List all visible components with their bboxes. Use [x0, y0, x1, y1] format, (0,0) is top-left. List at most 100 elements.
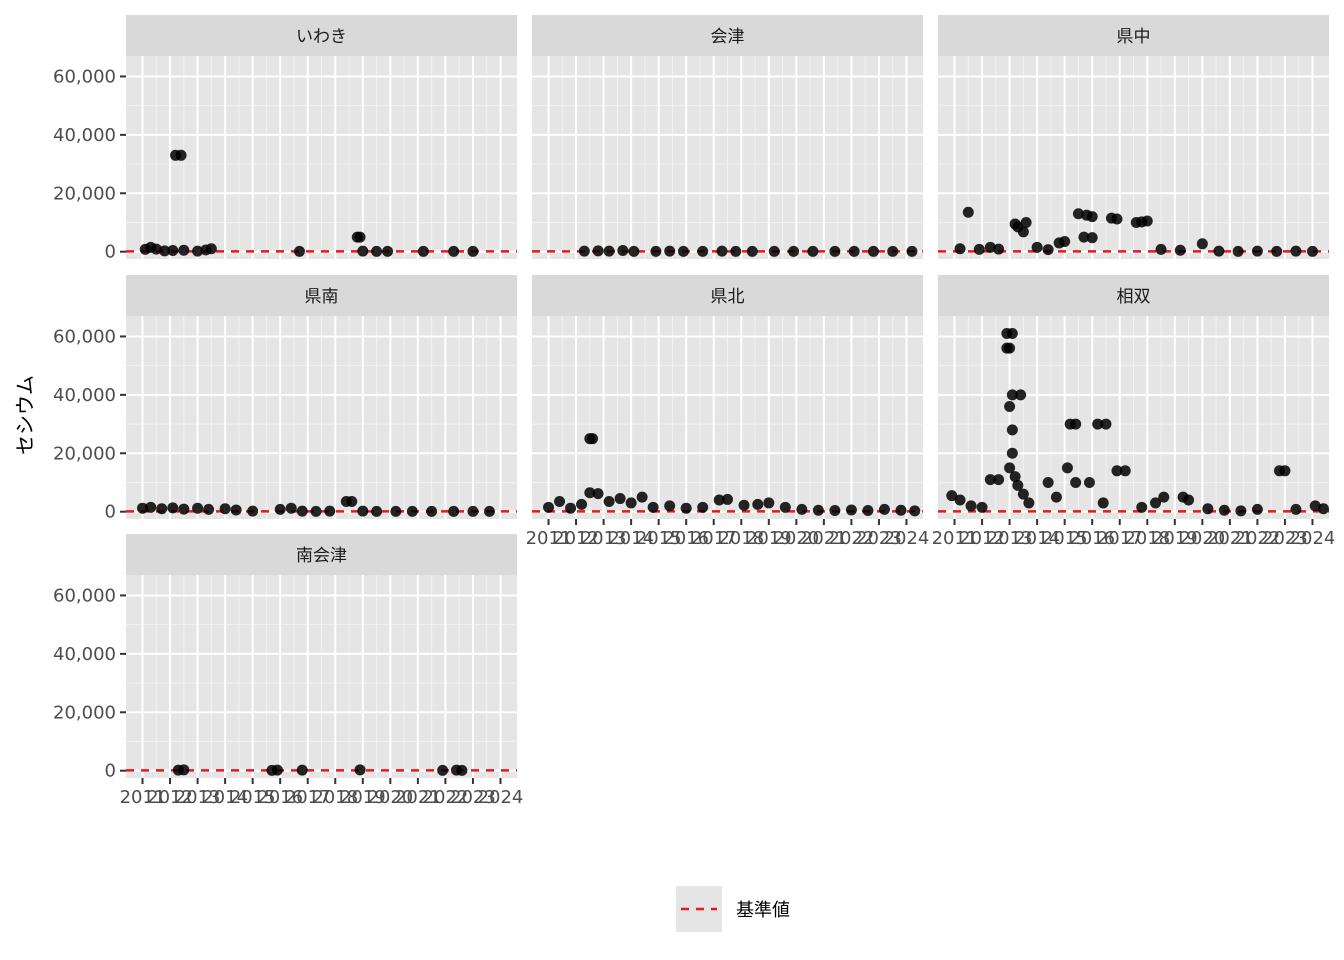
data-point	[587, 433, 599, 445]
data-point	[1235, 505, 1247, 517]
data-point	[178, 764, 190, 776]
data-point	[137, 502, 149, 514]
facet-panel: 県北20112012201320142015201620172018201920…	[526, 275, 929, 549]
x-tick-label: 2019	[746, 528, 792, 549]
data-point	[1020, 216, 1032, 228]
x-tick-label: 2023	[450, 787, 496, 808]
data-point	[150, 243, 162, 255]
facet-panel: 県南 0 20,000 40,000 60,000	[53, 275, 517, 523]
data-point	[614, 493, 626, 505]
data-point	[1004, 342, 1016, 354]
data-point	[984, 241, 996, 253]
y-tick-label: 40,000	[53, 385, 116, 406]
data-point	[1097, 497, 1109, 509]
data-point	[1111, 213, 1123, 225]
facet-panel: 県中	[938, 15, 1329, 259]
data-point	[906, 245, 918, 257]
x-tick-label: 2018	[718, 528, 764, 549]
x-tick-label: 2011	[120, 787, 166, 808]
data-point	[354, 231, 366, 243]
x-tick-label: 2019	[1152, 528, 1198, 549]
data-point	[628, 245, 640, 257]
facet-label: いわき	[296, 27, 347, 47]
y-tick-label: 40,000	[53, 125, 116, 146]
data-point	[437, 764, 449, 776]
facet-strip	[126, 275, 517, 316]
data-point	[271, 764, 283, 776]
data-point	[1100, 418, 1112, 430]
data-point	[946, 490, 958, 502]
data-point	[371, 245, 383, 257]
data-point	[145, 501, 157, 513]
data-point	[603, 245, 615, 257]
data-point	[878, 503, 890, 515]
data-point	[1232, 245, 1244, 257]
x-tick-label: 2021	[395, 787, 441, 808]
data-point	[417, 245, 429, 257]
x-tick-label: 2013	[987, 528, 1033, 549]
data-point	[1290, 503, 1302, 515]
data-point	[159, 245, 171, 257]
data-point	[1006, 328, 1018, 340]
legend: 基準値	[676, 886, 790, 932]
data-point	[1023, 497, 1035, 509]
data-point	[357, 505, 369, 517]
data-point	[1017, 488, 1029, 500]
x-tick-label: 2017	[1097, 528, 1143, 549]
x-tick-label: 2011	[932, 528, 978, 549]
x-tick-label: 2014	[202, 787, 248, 808]
x-tick-label: 2014	[1014, 528, 1060, 549]
x-tick-label: 2015	[1042, 528, 1088, 549]
x-tick-label: 2018	[1124, 528, 1170, 549]
data-point	[677, 245, 689, 257]
x-tick-label: 2012	[959, 528, 1005, 549]
data-point	[1141, 215, 1153, 227]
data-point	[1271, 245, 1283, 257]
data-point	[680, 502, 692, 514]
facet-label: 県中	[1117, 27, 1151, 47]
data-point	[716, 245, 728, 257]
data-point	[167, 502, 179, 514]
data-point	[993, 243, 1005, 255]
data-point	[829, 505, 841, 517]
x-tick-label: 2015	[230, 787, 276, 808]
data-point	[426, 505, 438, 517]
data-point	[636, 491, 648, 503]
data-point	[565, 502, 577, 514]
facet-panel: 相双20112012201320142015201620172018201920…	[932, 275, 1335, 549]
data-point	[1158, 491, 1170, 503]
data-point	[175, 149, 187, 161]
data-point	[1150, 497, 1162, 509]
data-point	[1009, 471, 1021, 483]
x-tick-label: 2016	[1069, 528, 1115, 549]
data-point	[592, 488, 604, 500]
data-point	[219, 503, 231, 515]
data-point	[1136, 501, 1148, 513]
x-tick-label: 2022	[829, 528, 875, 549]
legend-label: 基準値	[736, 900, 790, 921]
data-point	[1306, 245, 1318, 257]
facet-panel: 南会津020,00040,00060,000201120122013201420…	[53, 534, 523, 808]
data-point	[1031, 241, 1043, 253]
data-point	[788, 245, 800, 257]
data-point	[371, 505, 383, 517]
x-tick-label: 2019	[340, 787, 386, 808]
data-point	[156, 503, 168, 515]
x-tick-label: 2023	[856, 528, 902, 549]
data-point	[324, 505, 336, 517]
data-point	[296, 764, 308, 776]
data-point	[973, 243, 985, 255]
facet-label: 県北	[711, 287, 745, 307]
data-point	[867, 245, 879, 257]
data-point	[812, 504, 824, 516]
x-tick-label: 2011	[526, 528, 572, 549]
data-point	[625, 497, 637, 509]
facet-strip	[532, 15, 923, 56]
data-point	[1017, 226, 1029, 238]
data-point	[1202, 503, 1214, 515]
data-point	[603, 495, 615, 507]
data-point	[1015, 389, 1027, 401]
data-point	[1279, 465, 1291, 477]
data-point	[1174, 244, 1186, 256]
data-point	[293, 245, 305, 257]
